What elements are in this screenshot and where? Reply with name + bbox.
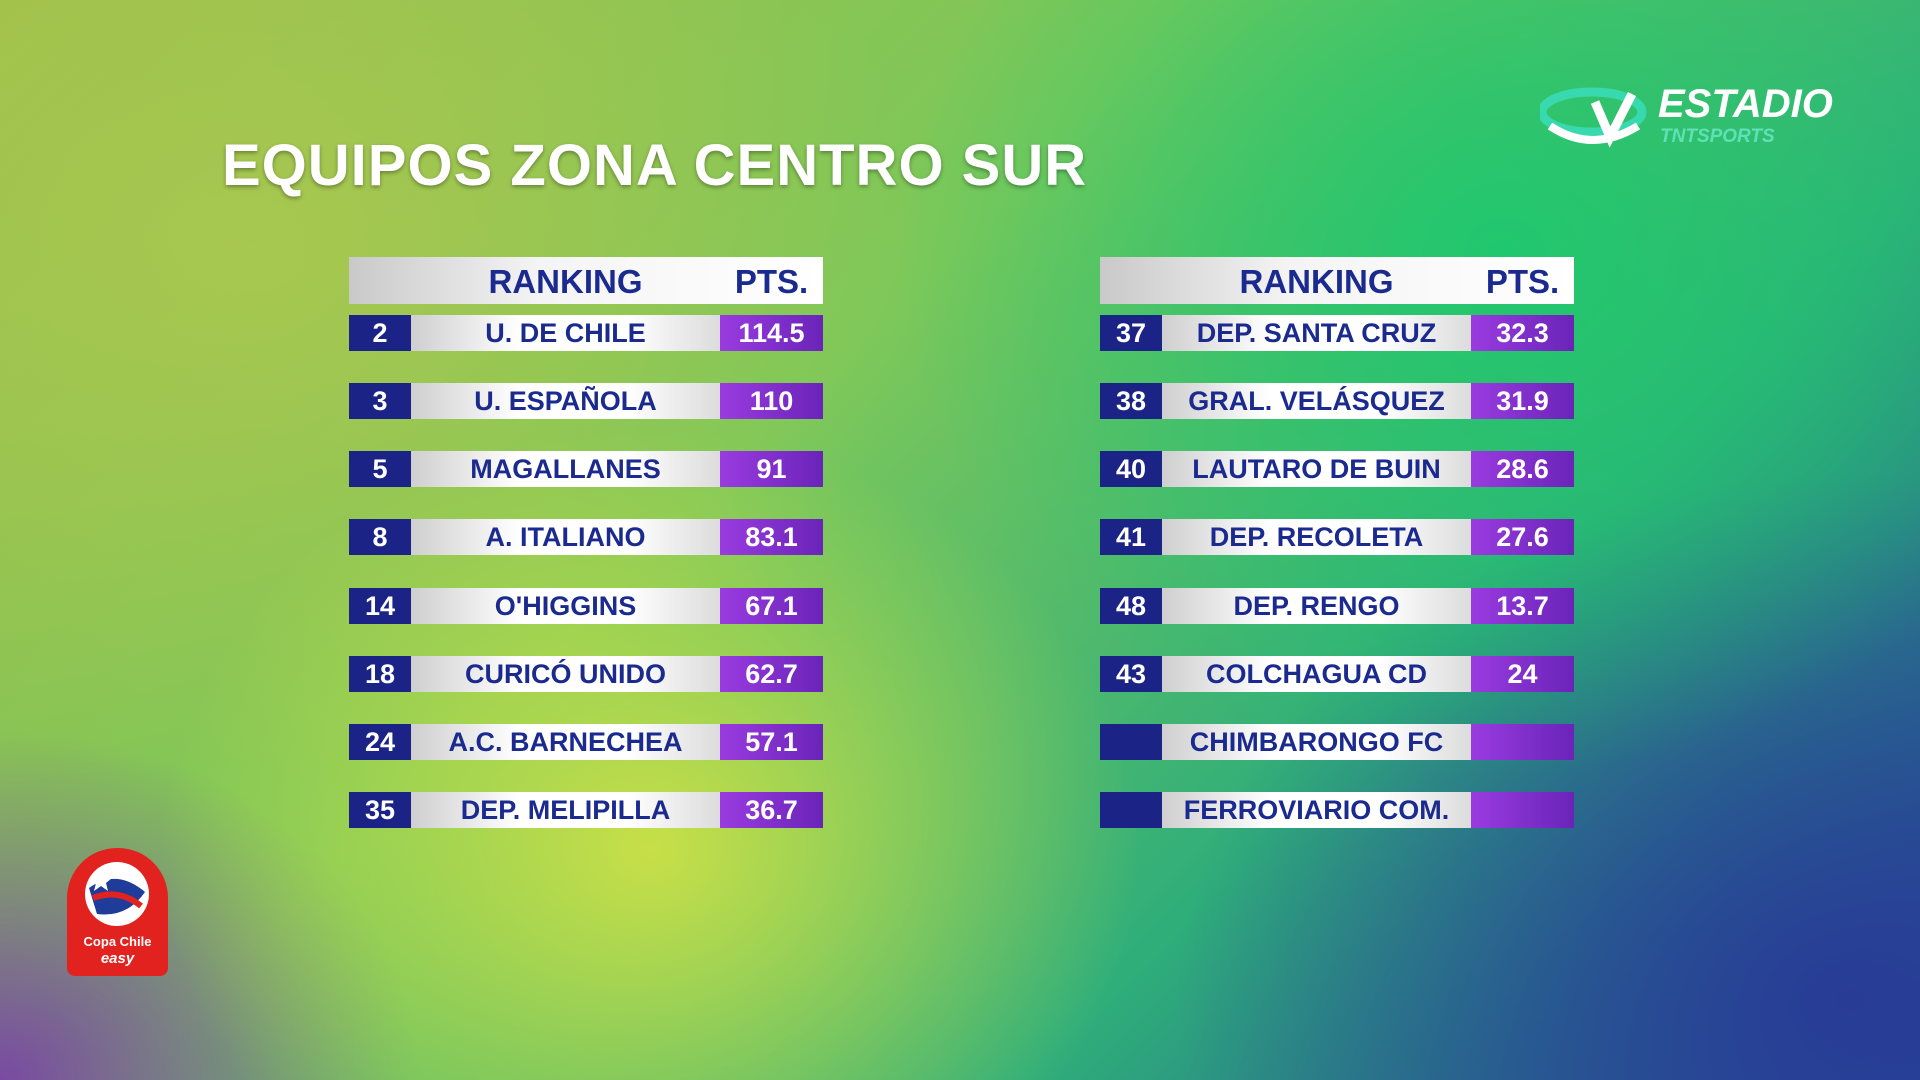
pts-cell: 24 bbox=[1471, 656, 1574, 692]
rank-cell: 38 bbox=[1100, 383, 1162, 419]
rank-cell: 18 bbox=[349, 656, 411, 692]
table-row: 24 A.C. BARNECHEA 57.1 bbox=[349, 724, 823, 760]
header-pts: PTS. bbox=[1485, 263, 1560, 300]
rank-cell: 3 bbox=[349, 383, 411, 419]
pts-cell: 83.1 bbox=[720, 519, 823, 555]
team-cell: MAGALLANES bbox=[411, 451, 720, 487]
logo-icon bbox=[1540, 87, 1647, 148]
table-row: 43 COLCHAGUA CD 24 bbox=[1100, 656, 1574, 692]
pts-cell: 114.5 bbox=[720, 315, 823, 351]
rank-cell bbox=[1100, 724, 1162, 760]
pts-cell bbox=[1471, 792, 1574, 828]
table-row: 38 GRAL. VELÁSQUEZ 31.9 bbox=[1100, 383, 1574, 419]
tournament-logo: Copa Chile easy bbox=[67, 848, 168, 976]
pts-cell: 62.7 bbox=[720, 656, 823, 692]
rank-cell bbox=[1100, 792, 1162, 828]
table-row: 48 DEP. RENGO 13.7 bbox=[1100, 588, 1574, 624]
table-header: RANKING PTS. bbox=[1100, 257, 1574, 304]
team-cell: A. ITALIANO bbox=[411, 519, 720, 555]
table-row: 41 DEP. RECOLETA 27.6 bbox=[1100, 519, 1574, 555]
team-cell: DEP. RENGO bbox=[1162, 588, 1471, 624]
team-cell: LAUTARO DE BUIN bbox=[1162, 451, 1471, 487]
table-row: 37 DEP. SANTA CRUZ 32.3 bbox=[1100, 315, 1574, 351]
rank-cell: 2 bbox=[349, 315, 411, 351]
pts-cell: 28.6 bbox=[1471, 451, 1574, 487]
pts-cell: 32.3 bbox=[1471, 315, 1574, 351]
team-cell: U. ESPAÑOLA bbox=[411, 383, 720, 419]
team-cell: FERROVIARIO COM. bbox=[1162, 792, 1471, 828]
broadcaster-sub: TNTSPORTS bbox=[1660, 126, 1775, 147]
rank-cell: 35 bbox=[349, 792, 411, 828]
pts-cell: 110 bbox=[720, 383, 823, 419]
header-ranking: RANKING bbox=[1239, 263, 1394, 300]
team-cell: U. DE CHILE bbox=[411, 315, 720, 351]
pts-cell bbox=[1471, 724, 1574, 760]
table-row: 8 A. ITALIANO 83.1 bbox=[349, 519, 823, 555]
table-row: 40 LAUTARO DE BUIN 28.6 bbox=[1100, 451, 1574, 487]
logo-icon bbox=[85, 862, 149, 926]
team-cell: CURICÓ UNIDO bbox=[411, 656, 720, 692]
pts-cell: 13.7 bbox=[1471, 588, 1574, 624]
pts-cell: 67.1 bbox=[720, 588, 823, 624]
table-row: FERROVIARIO COM. bbox=[1100, 792, 1574, 828]
table-row: 35 DEP. MELIPILLA 36.7 bbox=[349, 792, 823, 828]
tournament-name: Copa Chile bbox=[83, 934, 152, 949]
pts-cell: 91 bbox=[720, 451, 823, 487]
pts-cell: 57.1 bbox=[720, 724, 823, 760]
team-cell: DEP. RECOLETA bbox=[1162, 519, 1471, 555]
table-header: RANKING PTS. bbox=[349, 257, 823, 304]
table-row: 2 U. DE CHILE 114.5 bbox=[349, 315, 823, 351]
rank-cell: 8 bbox=[349, 519, 411, 555]
rank-cell: 43 bbox=[1100, 656, 1162, 692]
team-cell: COLCHAGUA CD bbox=[1162, 656, 1471, 692]
broadcaster-logo: ESTADIO TNTSPORTS bbox=[1540, 82, 1840, 152]
table-row: 18 CURICÓ UNIDO 62.7 bbox=[349, 656, 823, 692]
rank-cell: 14 bbox=[349, 588, 411, 624]
team-cell: DEP. SANTA CRUZ bbox=[1162, 315, 1471, 351]
team-cell: DEP. MELIPILLA bbox=[411, 792, 720, 828]
pts-cell: 36.7 bbox=[720, 792, 823, 828]
tournament-sponsor: easy bbox=[100, 950, 135, 967]
title: EQUIPOS ZONA CENTRO SUR bbox=[222, 133, 1088, 198]
header-ranking: RANKING bbox=[488, 263, 643, 300]
team-cell: GRAL. VELÁSQUEZ bbox=[1162, 383, 1471, 419]
header-pts: PTS. bbox=[734, 263, 809, 300]
table-row: CHIMBARONGO FC bbox=[1100, 724, 1574, 760]
rank-cell: 37 bbox=[1100, 315, 1162, 351]
team-cell: A.C. BARNECHEA bbox=[411, 724, 720, 760]
rank-cell: 48 bbox=[1100, 588, 1162, 624]
rank-cell: 40 bbox=[1100, 451, 1162, 487]
rank-cell: 24 bbox=[349, 724, 411, 760]
table-row: 3 U. ESPAÑOLA 110 bbox=[349, 383, 823, 419]
pts-cell: 27.6 bbox=[1471, 519, 1574, 555]
pts-cell: 31.9 bbox=[1471, 383, 1574, 419]
team-cell: O'HIGGINS bbox=[411, 588, 720, 624]
team-cell: CHIMBARONGO FC bbox=[1162, 724, 1471, 760]
rank-cell: 41 bbox=[1100, 519, 1162, 555]
rank-cell: 5 bbox=[349, 451, 411, 487]
table-row: 14 O'HIGGINS 67.1 bbox=[349, 588, 823, 624]
table-row: 5 MAGALLANES 91 bbox=[349, 451, 823, 487]
broadcaster-name: ESTADIO bbox=[1658, 82, 1833, 126]
